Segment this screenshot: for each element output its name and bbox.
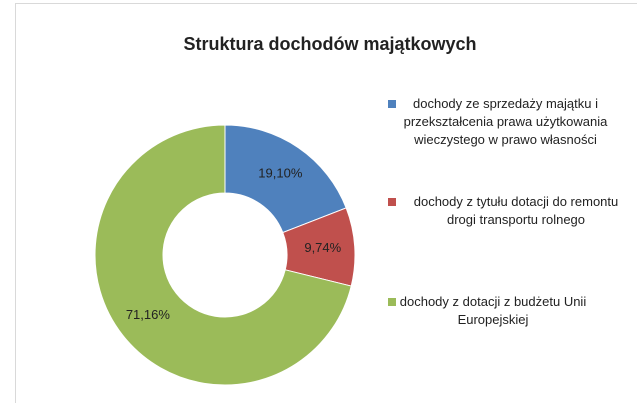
legend-entry: dochody ze sprzedaży majątku i przekszta… [384, 95, 613, 149]
data-label: 71,16% [126, 307, 171, 322]
data-label: 19,10% [258, 166, 303, 181]
pie-slice [224, 124, 347, 234]
legend-swatch [388, 298, 396, 306]
legend-entry: dochody z tytułu dotacji do remontu drog… [384, 193, 634, 229]
legend-swatch [388, 198, 396, 206]
legend-swatch [388, 100, 396, 108]
data-label: 9,74% [304, 240, 341, 255]
pie-slice [94, 124, 352, 386]
legend-label: dochody z tytułu dotacji do remontu drog… [413, 194, 619, 227]
legend-label: dochody z dotacji z budżetu Unii Europej… [399, 294, 587, 327]
legend-entry: dochody z dotacji z budżetu Unii Europej… [384, 293, 588, 329]
chart-title: Struktura dochodów majątkowych [183, 34, 476, 54]
legend-label: dochody ze sprzedaży majątku i przekszta… [403, 96, 608, 147]
